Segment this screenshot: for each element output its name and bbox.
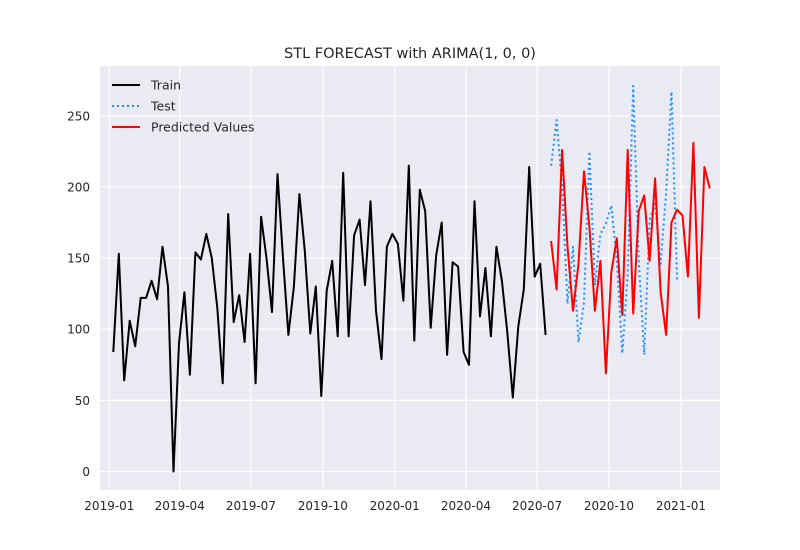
y-tick-label: 250 [67,109,90,123]
x-tick-label: 2019-04 [155,499,205,513]
series-layer [112,84,711,473]
x-tick-label: 2020-07 [512,499,562,513]
x-tick-label: 2019-10 [298,499,348,513]
series-line-predicted-values [550,141,711,375]
legend-label: Predicted Values [151,120,255,135]
x-tick-label: 2020-10 [584,499,634,513]
legend-label: Test [150,99,176,114]
x-tick-label: 2021-01 [656,499,706,513]
legend: Train Test Predicted Values [112,78,255,135]
x-tick-label: 2019-01 [84,499,134,513]
plot-area [100,66,720,490]
x-tick-label: 2020-04 [441,499,491,513]
y-tick-label: 150 [67,252,90,266]
y-tick-label: 200 [67,180,90,194]
series-line-train [112,164,547,473]
x-axis: 2019-01 2019-04 2019-07 2019-10 2020-01 2020-… [84,499,706,513]
y-tick-label: 50 [75,394,90,408]
chart-title: STL FORECAST with ARIMA(1, 0, 0) [284,46,536,62]
x-tick-label: 2020-01 [370,499,420,513]
grid [100,66,720,490]
y-tick-label: 100 [67,323,90,337]
y-axis: 0 50 100 150 200 250 [67,109,90,479]
y-tick-label: 0 [82,465,90,479]
legend-label: Train [150,78,181,93]
x-tick-label: 2019-07 [226,499,276,513]
